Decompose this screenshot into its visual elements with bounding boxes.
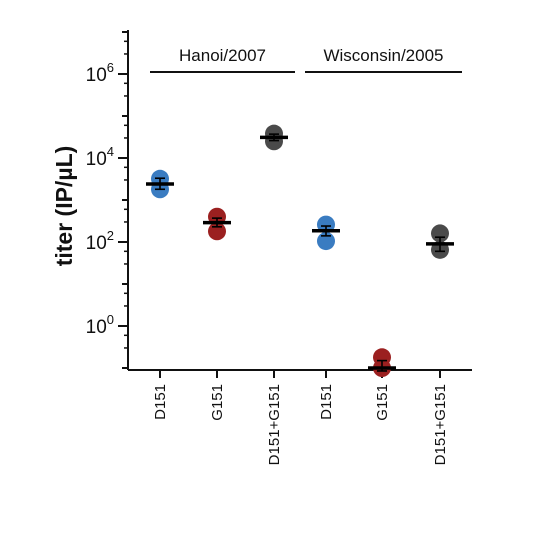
x-tick-label: D151+G151 xyxy=(266,384,283,465)
x-tick-label: D151 xyxy=(318,384,335,420)
y-axis-label: titer (IP/µL) xyxy=(51,146,77,267)
group-label: Wisconsin/2005 xyxy=(323,46,443,65)
x-tick-label: D151+G151 xyxy=(432,384,449,465)
y-tick-label: 104 xyxy=(86,144,114,170)
group-labels: Hanoi/2007 Wisconsin/2005 xyxy=(150,46,462,73)
y-tick-label: 100 xyxy=(86,312,114,338)
group-label: Hanoi/2007 xyxy=(179,46,266,65)
y-tick-label: 106 xyxy=(86,60,114,86)
y-tick-label: 102 xyxy=(86,228,114,254)
x-tick-label: G151 xyxy=(374,384,391,421)
data-marks xyxy=(146,124,454,377)
x-tick-label: G151 xyxy=(209,384,226,421)
axes: 100 102 104 106 D151 G151 D151+G151 D151 G151 D15… xyxy=(86,30,472,465)
x-tick-label: D151 xyxy=(152,384,169,420)
